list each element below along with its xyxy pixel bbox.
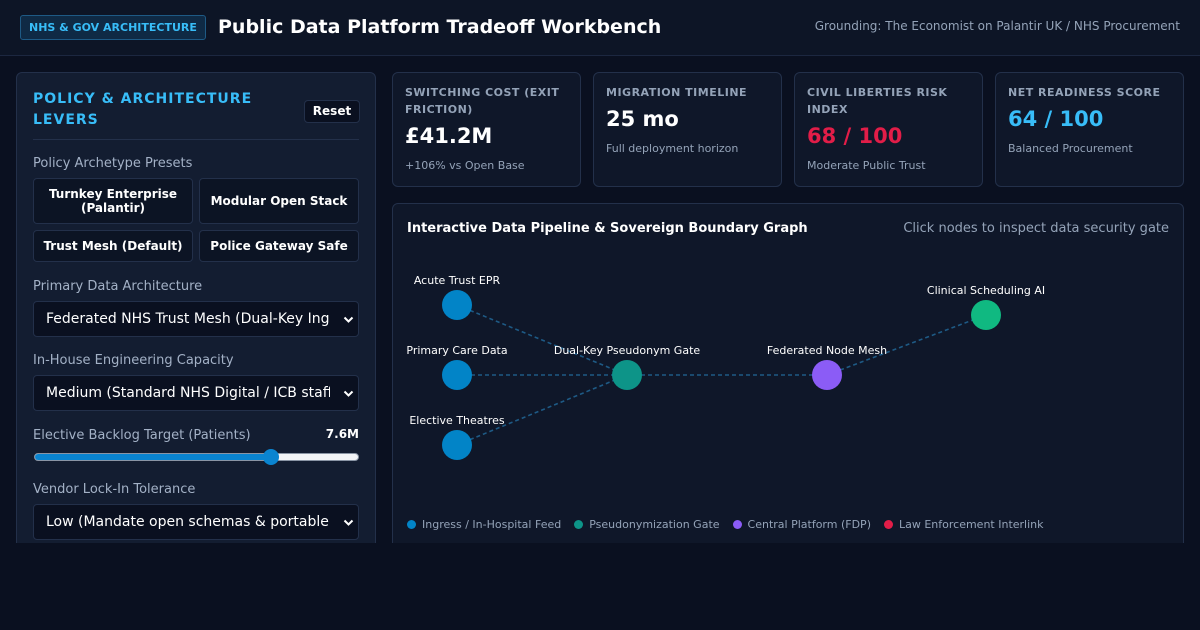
- backlog-slider-track[interactable]: [34, 453, 359, 461]
- node-label-mesh: Federated Node Mesh: [767, 344, 887, 357]
- node-label-ai: Clinical Scheduling AI: [927, 284, 1045, 297]
- chevron-down-icon: [343, 390, 354, 397]
- metric-value: 68 / 100: [807, 124, 903, 148]
- legend-dot-icon: [574, 520, 584, 529]
- metric-label: MIGRATION TIMELINE: [606, 86, 748, 99]
- backlog-slider-thumb[interactable]: [263, 449, 280, 465]
- metric-label: SWITCHING COST (EXIT FRICTION): [405, 86, 560, 116]
- domain-badge: NHS & GOV ARCHITECTURE: [20, 15, 206, 40]
- metric-subtext: Full deployment horizon: [606, 142, 739, 155]
- architecture-label: Primary Data Architecture: [33, 279, 203, 294]
- lockin-value: Low (Mandate open schemas & portable exp…: [46, 514, 330, 530]
- metric-label: CIVIL LIBERTIES RISK INDEX: [807, 86, 948, 116]
- lockin-select[interactable]: Low (Mandate open schemas & portable exp…: [33, 504, 359, 540]
- backlog-value: 7.6M: [325, 427, 359, 441]
- node-clinical-scheduling-ai[interactable]: [971, 300, 1001, 330]
- legend-dot-icon: [407, 520, 416, 529]
- capacity-select[interactable]: Medium (Standard NHS Digital / ICB staff…: [33, 375, 359, 411]
- page-bottom-background: [0, 543, 1200, 630]
- metric-migration-timeline: MIGRATION TIMELINE 25 mo Full deployment…: [593, 72, 782, 187]
- panel-divider: [33, 139, 359, 140]
- chevron-down-icon: [343, 519, 354, 526]
- metric-value: 64 / 100: [1008, 107, 1104, 131]
- edge-acute-to-gate: [456, 304, 628, 376]
- legend-item-ingress: Ingress / In-Hospital Feed: [407, 518, 561, 531]
- chevron-down-icon: [343, 316, 354, 323]
- node-label-acute: Acute Trust EPR: [414, 274, 501, 287]
- pipeline-graph-panel: Interactive Data Pipeline & Sovereign Bo…: [392, 203, 1184, 553]
- legend-dot-icon: [883, 520, 893, 529]
- reset-button[interactable]: Reset: [304, 100, 360, 123]
- metric-label: NET READINESS SCORE: [1008, 86, 1161, 99]
- metric-subtext: Balanced Procurement: [1008, 142, 1133, 155]
- pipeline-graph-canvas: Acute Trust EPR Primary Care Data Electi…: [406, 274, 1045, 460]
- edge-mesh-to-ai: [826, 314, 987, 376]
- preset-turnkey-enterprise[interactable]: Turnkey Enterprise (Palantir): [33, 178, 193, 224]
- architecture-select[interactable]: Federated NHS Trust Mesh (Dual-Key Ingre…: [33, 301, 359, 337]
- node-label-gate: Dual-Key Pseudonym Gate: [554, 344, 701, 357]
- architecture-value: Federated NHS Trust Mesh (Dual-Key Ingre…: [46, 311, 330, 327]
- node-acute-trust-epr[interactable]: [442, 290, 472, 320]
- node-primary-care-data[interactable]: [442, 360, 472, 390]
- legend-label: Ingress / In-Hospital Feed: [422, 518, 562, 531]
- node-label-elective: Elective Theatres: [409, 414, 505, 427]
- legend-label: Central Platform (FDP): [747, 518, 871, 531]
- preset-modular-open-stack[interactable]: Modular Open Stack: [199, 178, 359, 224]
- backlog-label: Elective Backlog Target (Patients): [33, 428, 251, 443]
- legend-item-law-enforcement: Law Enforcement Interlink: [883, 518, 1044, 531]
- preset-trust-mesh[interactable]: Trust Mesh (Default): [33, 230, 193, 262]
- preset-police-gateway-safe[interactable]: Police Gateway Safe: [199, 230, 359, 262]
- grounding-note: Grounding: The Economist on Palantir UK …: [814, 19, 1180, 33]
- legend-label: Pseudonymization Gate: [589, 518, 720, 531]
- levers-panel: POLICY & ARCHITECTURE LEVERS Reset Polic…: [16, 72, 376, 552]
- legend-item-platform: Central Platform (FDP): [732, 518, 871, 531]
- app-title: Public Data Platform Tradeoff Workbench: [218, 16, 662, 38]
- capacity-value: Medium (Standard NHS Digital / ICB staff…: [46, 385, 330, 401]
- node-label-primary: Primary Care Data: [406, 344, 507, 357]
- panel-title: POLICY & ARCHITECTURE LEVERS: [33, 91, 253, 128]
- legend-item-gate: Pseudonymization Gate: [574, 518, 720, 531]
- node-elective-theatres[interactable]: [442, 430, 472, 460]
- metric-value: £41.2M: [405, 124, 493, 148]
- metric-subtext: +106% vs Open Base: [405, 159, 525, 172]
- capacity-label: In-House Engineering Capacity: [33, 353, 234, 368]
- metric-switching-cost: SWITCHING COST (EXIT FRICTION) £41.2M +1…: [392, 72, 581, 187]
- legend-dot-icon: [732, 520, 742, 529]
- app-header: NHS & GOV ARCHITECTURE Public Data Platf…: [0, 0, 1200, 56]
- node-pseudonym-gate[interactable]: [612, 360, 642, 390]
- metric-value: 25 mo: [606, 107, 679, 131]
- lockin-label: Vendor Lock-In Tolerance: [33, 482, 196, 497]
- metric-civil-liberties-risk: CIVIL LIBERTIES RISK INDEX 68 / 100 Mode…: [794, 72, 983, 187]
- graph-title: Interactive Data Pipeline & Sovereign Bo…: [407, 221, 808, 236]
- metric-net-readiness: NET READINESS SCORE 64 / 100 Balanced Pr…: [995, 72, 1184, 187]
- graph-legend: Ingress / In-Hospital Feed Pseudonymizat…: [407, 518, 1044, 531]
- node-federated-mesh[interactable]: [812, 360, 842, 390]
- metric-subtext: Moderate Public Trust: [807, 159, 926, 172]
- presets-label: Policy Archetype Presets: [33, 156, 193, 171]
- legend-label: Law Enforcement Interlink: [898, 518, 1044, 531]
- backlog-slider-fill: [35, 454, 271, 460]
- graph-edges: [456, 304, 987, 446]
- edge-elective-to-gate: [456, 374, 628, 446]
- graph-hint: Click nodes to inspect data security gat…: [903, 221, 1169, 236]
